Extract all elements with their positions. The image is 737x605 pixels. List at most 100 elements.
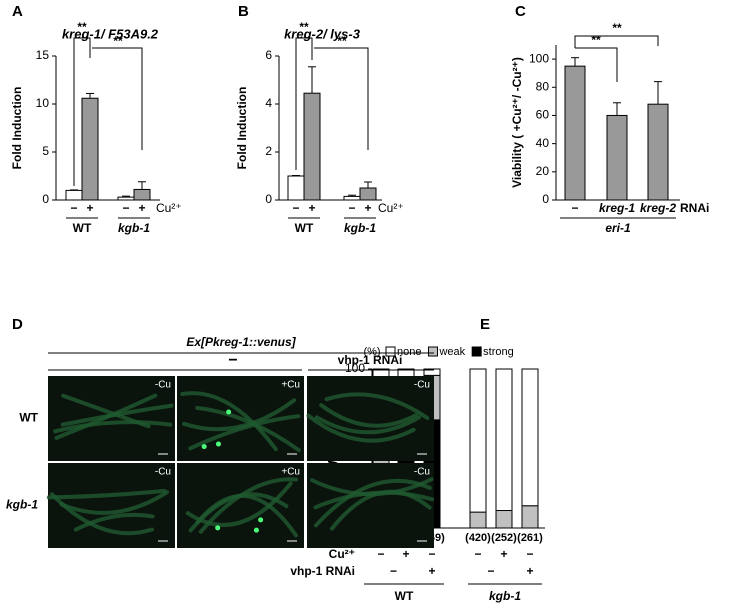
y-axis-label: Fold Induction xyxy=(10,87,24,170)
worm xyxy=(306,413,416,443)
row-label: kgb-1 xyxy=(6,498,38,512)
construct-label: Ex[Pkreg-1::venus] xyxy=(186,335,296,349)
x-tick-label: + xyxy=(86,201,93,215)
n-label: (252) xyxy=(491,532,517,544)
cu-label: − xyxy=(377,547,384,561)
significance-bracket xyxy=(575,47,618,82)
x-tick-label: + xyxy=(138,201,145,215)
fluorescence xyxy=(258,517,264,523)
y-tick-label: 100 xyxy=(345,361,365,375)
group-label: kgb-1 xyxy=(118,221,150,235)
rnai-label: − xyxy=(487,564,494,578)
worm xyxy=(198,477,299,534)
bar xyxy=(287,175,305,201)
y-axis-label: Fold Induction xyxy=(235,87,249,170)
significance-label: ** xyxy=(77,20,87,34)
cu-label: − xyxy=(428,547,435,561)
worm xyxy=(319,403,418,428)
y-tick-label: 20 xyxy=(536,164,550,178)
worm xyxy=(180,391,278,452)
panel-letter: B xyxy=(238,3,249,20)
x-tick-label: − xyxy=(70,201,77,215)
group-label: WT xyxy=(295,221,314,235)
worm xyxy=(54,393,158,440)
image-label: -Cu xyxy=(155,467,171,478)
worm xyxy=(181,398,297,432)
worm xyxy=(313,478,432,528)
rnai-row-label: vhp-1 RNAi xyxy=(290,564,355,578)
group-label: eri-1 xyxy=(605,221,631,235)
worm xyxy=(324,392,430,421)
image-label: +Cu xyxy=(281,467,300,478)
bar xyxy=(343,195,361,201)
legend-label: strong xyxy=(483,346,514,358)
y-tick-label: 0 xyxy=(42,192,49,206)
significance-label: ** xyxy=(591,33,601,47)
worm xyxy=(53,420,173,434)
bar-segment xyxy=(469,368,487,513)
y-tick-label: 80 xyxy=(536,79,550,93)
group-label: kgb-1 xyxy=(489,589,521,603)
bar-segment xyxy=(521,505,539,529)
bar xyxy=(647,103,669,201)
significance-label: ** xyxy=(299,20,309,34)
fluorescence xyxy=(201,444,207,450)
x-tick-label: − xyxy=(571,201,578,215)
y-tick-label: 40 xyxy=(536,136,550,150)
worm xyxy=(313,490,435,510)
y-unit: (%) xyxy=(363,346,380,358)
image-label: +Cu xyxy=(281,380,300,391)
y-tick-label: 6 xyxy=(265,48,272,62)
row-label: WT xyxy=(19,411,38,425)
legend-swatch xyxy=(385,346,396,357)
bar-segment xyxy=(495,368,513,512)
y-tick-label: 5 xyxy=(42,144,49,158)
micrograph xyxy=(307,463,434,548)
n-label: (261) xyxy=(517,532,543,544)
rnai-label: + xyxy=(526,564,533,578)
panel-letter: D xyxy=(12,316,23,333)
n-label: (420) xyxy=(465,532,491,544)
y-axis-label: Viability ( +Cu²⁺/ -Cu²⁺) xyxy=(510,57,524,188)
fluorescence xyxy=(226,409,232,415)
significance-bracket xyxy=(92,47,143,150)
x-tick-label: − xyxy=(292,201,299,215)
x-tick-label: − xyxy=(122,201,129,215)
bar xyxy=(81,97,99,201)
bar xyxy=(303,92,321,201)
cu-label: − xyxy=(526,547,533,561)
y-tick-label: 60 xyxy=(536,108,550,122)
image-label: -Cu xyxy=(414,467,430,478)
x-tick-label: + xyxy=(364,201,371,215)
worm xyxy=(314,415,422,435)
bar xyxy=(564,65,586,201)
image-label: -Cu xyxy=(155,380,171,391)
legend-swatch xyxy=(427,346,438,357)
legend-label: weak xyxy=(438,346,465,358)
rnai-label: + xyxy=(428,564,435,578)
worm xyxy=(59,490,170,515)
y-tick-label: 2 xyxy=(265,144,272,158)
worm xyxy=(195,405,301,453)
panel-letter: E xyxy=(480,316,490,333)
y-tick-label: 100 xyxy=(529,51,549,65)
condition-label: Cu²⁺ xyxy=(378,201,404,215)
worm xyxy=(73,512,155,532)
condition-label: RNAi xyxy=(680,201,709,215)
micrograph xyxy=(48,376,175,461)
bar-segment xyxy=(495,510,513,529)
bar-segment xyxy=(469,511,487,529)
y-tick-label: 0 xyxy=(542,192,549,206)
worm xyxy=(46,488,167,500)
significance-bracket xyxy=(574,35,659,48)
fluorescence xyxy=(253,527,259,533)
cu-row-label: Cu²⁺ xyxy=(329,547,355,561)
panel-letter: C xyxy=(515,3,526,20)
y-tick-label: 15 xyxy=(36,48,50,62)
control-label: − xyxy=(228,352,237,369)
x-tick-label: kreg-1 xyxy=(599,201,635,215)
x-tick-label: kreg-2 xyxy=(640,201,676,215)
significance-label: ** xyxy=(612,21,622,35)
significance-label: ** xyxy=(337,34,347,48)
y-tick-label: 0 xyxy=(265,192,272,206)
